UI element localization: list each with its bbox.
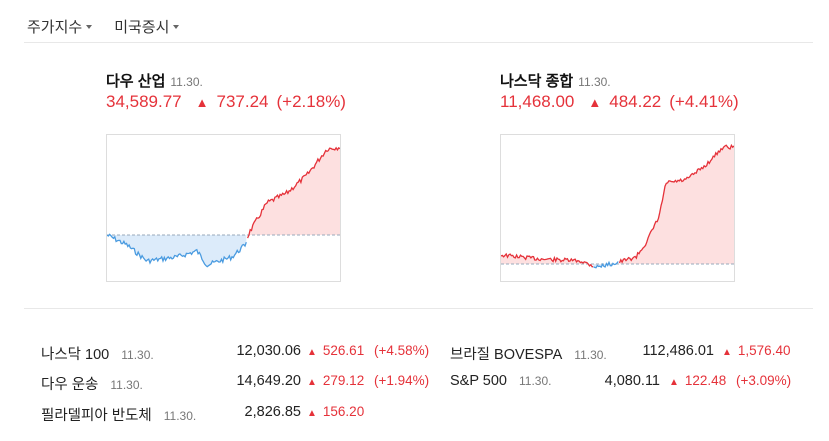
list-item[interactable]: 브라질 BOVESPA 11.30. 112,486.01 ▲ 1,576.40 bbox=[450, 343, 820, 364]
list-item-date: 11.30. bbox=[574, 348, 607, 362]
market-tabs: 주가지수 미국증시 bbox=[27, 16, 180, 37]
list-item-name[interactable]: 브라질 BOVESPA bbox=[450, 347, 563, 363]
index-card-nasdaq[interactable]: 나스닥 종합 11.30. 11,468.00 ▲ 484.22 (+4.41%… bbox=[500, 70, 739, 118]
caret-down-icon bbox=[86, 24, 93, 29]
list-item-price: 14,649.20 bbox=[236, 373, 301, 389]
up-arrow-icon: ▲ bbox=[722, 347, 732, 358]
list-item-price: 4,080.11 bbox=[604, 373, 660, 389]
up-arrow-icon: ▲ bbox=[307, 408, 317, 419]
index-price: 34,589.77 bbox=[106, 92, 182, 111]
index-name[interactable]: 나스닥 종합 bbox=[500, 73, 574, 90]
caret-down-icon bbox=[173, 24, 180, 29]
divider bbox=[24, 42, 813, 43]
index-card-dow[interactable]: 다우 산업 11.30. 34,589.77 ▲ 737.24 (+2.18%) bbox=[106, 70, 346, 118]
list-item-change-value: 526.61 bbox=[322, 343, 365, 358]
list-item[interactable]: 나스닥 100 11.30. 12,030.06 ▲ 526.61 (+4.58%… bbox=[41, 343, 441, 364]
index-change: 484.22 bbox=[609, 92, 662, 111]
chart-dow-line-down bbox=[107, 233, 247, 268]
up-arrow-icon: ▲ bbox=[195, 95, 209, 110]
list-item[interactable]: 다우 운송 11.30. 14,649.20 ▲ 279.12 (+1.94%) bbox=[41, 373, 441, 394]
list-item-change: ▲ 156.20 bbox=[307, 404, 364, 419]
index-date: 11.30. bbox=[578, 75, 611, 89]
list-item-date: 11.30. bbox=[163, 409, 197, 423]
chart-nasdaq-line-up-2 bbox=[618, 143, 734, 264]
list-item-change-value: 279.12 bbox=[322, 373, 365, 388]
list-item-date: 11.30. bbox=[110, 378, 143, 392]
list-item-change-value: 122.48 bbox=[684, 373, 727, 388]
list-item-price: 12,030.06 bbox=[236, 343, 301, 359]
list-item-name[interactable]: 필라델피아 반도체 bbox=[41, 408, 152, 424]
index-change-percent: (+4.41%) bbox=[669, 92, 739, 111]
list-item-change-value: 1,576.40 bbox=[737, 343, 791, 358]
list-item-change: ▲ 526.61 (+4.58%) bbox=[307, 343, 429, 358]
chart-nasdaq-fill-up-2 bbox=[619, 145, 734, 264]
index-name[interactable]: 다우 산업 bbox=[106, 73, 166, 90]
list-item-change: ▲ 279.12 (+1.94%) bbox=[307, 373, 429, 388]
list-item-price: 112,486.01 bbox=[642, 343, 715, 359]
list-item-change-value: 156.20 bbox=[322, 404, 365, 419]
chart-nasdaq-line-down bbox=[593, 260, 619, 269]
index-list: 나스닥 100 11.30. 12,030.06 ▲ 526.61 (+4.58%… bbox=[24, 308, 813, 441]
chart-dow-line-up bbox=[247, 146, 340, 239]
up-arrow-icon: ▲ bbox=[588, 95, 602, 110]
list-item-name[interactable]: 다우 운송 bbox=[41, 377, 99, 393]
list-item-change: ▲ 1,576.40 bbox=[722, 343, 790, 358]
index-price: 11,468.00 bbox=[500, 92, 575, 111]
list-item-name[interactable]: 나스닥 100 bbox=[41, 347, 110, 363]
chart-nasdaq[interactable] bbox=[500, 134, 735, 282]
chart-nasdaq-svg bbox=[501, 143, 734, 269]
up-arrow-icon: ▲ bbox=[669, 377, 679, 388]
chart-dow-fill-up bbox=[247, 147, 340, 239]
up-arrow-icon: ▲ bbox=[307, 347, 317, 358]
chart-dow-fill-down bbox=[107, 234, 247, 267]
list-item-date: 11.30. bbox=[518, 374, 552, 388]
list-item-change-percent: (+1.94%) bbox=[373, 373, 430, 388]
list-item[interactable]: 필라델피아 반도체 11.30. 2,826.85 ▲ 156.20 bbox=[41, 404, 441, 425]
list-item[interactable]: S&P 500 11.30. 4,080.11 ▲ 122.48 (+3.09%) bbox=[450, 373, 820, 389]
list-item-change-percent: (+4.58%) bbox=[373, 343, 430, 358]
index-date: 11.30. bbox=[170, 75, 203, 89]
list-item-change-percent: (+3.09%) bbox=[735, 373, 792, 388]
tab-stock-index-label: 주가지수 bbox=[27, 19, 83, 36]
index-change: 737.24 bbox=[216, 92, 269, 111]
list-item-date: 11.30. bbox=[121, 348, 154, 362]
tab-us-market[interactable]: 미국증시 bbox=[114, 16, 180, 37]
chart-dow-svg bbox=[107, 146, 340, 268]
list-item-change: ▲ 122.48 (+3.09%) bbox=[669, 373, 791, 388]
tab-us-market-label: 미국증시 bbox=[114, 19, 170, 36]
list-item-price: 2,826.85 bbox=[244, 404, 301, 420]
list-item-name[interactable]: S&P 500 bbox=[450, 373, 507, 389]
up-arrow-icon: ▲ bbox=[307, 377, 317, 388]
index-change-percent: (+2.18%) bbox=[276, 92, 346, 111]
chart-nasdaq-line-up bbox=[501, 252, 593, 268]
chart-dow[interactable] bbox=[106, 134, 341, 282]
tab-stock-index[interactable]: 주가지수 bbox=[27, 16, 93, 37]
